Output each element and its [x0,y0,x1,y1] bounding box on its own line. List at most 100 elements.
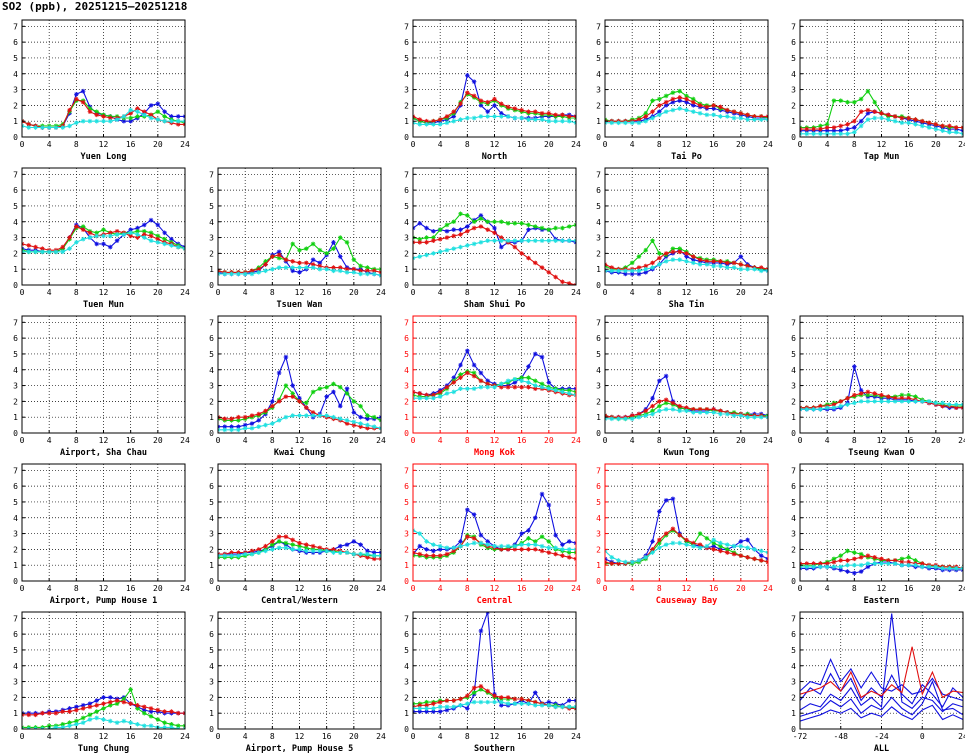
data-point [101,118,106,124]
data-point [885,561,891,566]
data-point [539,702,545,708]
data-point [616,561,621,566]
data-point [290,383,296,388]
data-point [690,109,696,115]
x-tick-label: 20 [544,436,554,445]
data-point [107,718,113,724]
y-tick-label: 1 [13,265,18,274]
data-point [546,118,552,124]
data-point [657,255,662,261]
data-point [417,395,423,401]
data-point [690,260,696,266]
x-tick-label: 16 [709,436,719,445]
y-tick-label: 0 [791,725,796,734]
data-point [704,410,710,415]
data-point [358,421,363,426]
data-point [677,95,683,100]
data-point [162,236,167,242]
x-tick-label: 24 [958,140,965,149]
station-label: Airport, Sha Chau [60,447,147,458]
y-tick-label: 3 [209,530,214,539]
x-tick-label: 24 [180,584,190,593]
data-point [67,723,72,729]
data-point [623,416,628,422]
x-tick-label: 8 [657,140,662,149]
data-point [270,542,275,547]
x-tick-label: 8 [465,732,470,741]
data-point [249,421,255,426]
data-point [623,559,628,565]
data-point [141,723,147,729]
data-point [498,244,504,250]
data-point [485,539,491,544]
data-point [526,698,531,703]
data-point [365,416,370,422]
data-point [303,246,309,251]
x-tick-label: 0 [20,584,25,593]
data-point [135,706,140,711]
y-tick-label: 6 [596,482,601,491]
y-tick-label: 4 [13,514,18,523]
data-point [663,400,669,406]
data-point [677,257,683,263]
y-tick-label: 1 [596,265,601,274]
data-point [623,120,628,126]
data-point [351,422,357,428]
x-tick-label: 16 [709,288,719,297]
x-tick-label: 24 [180,732,190,741]
data-point [858,118,864,124]
data-point [310,241,316,247]
y-tick-label: 4 [209,218,214,227]
y-tick-label: 0 [13,133,18,142]
data-point [505,378,511,384]
data-point [236,550,241,555]
data-point [451,704,457,710]
data-point [512,115,518,121]
data-point [444,235,450,240]
data-point [636,117,642,122]
x-tick-label: 24 [958,584,965,593]
x-tick-label: 16 [517,140,527,149]
data-point [845,131,850,137]
data-point [53,710,59,716]
station-label: Airport, Pump House 1 [50,595,157,606]
data-point [492,230,497,236]
data-point [711,547,716,552]
data-point [566,704,572,710]
data-point [824,131,830,137]
data-point [505,547,511,552]
data-point [365,265,370,270]
data-point [704,262,710,267]
data-point [80,88,86,94]
series-blue [800,704,963,722]
data-point [365,554,370,560]
data-point [933,564,939,570]
data-point [526,222,531,228]
data-point [437,699,443,705]
data-point [498,695,504,700]
data-point [80,720,86,725]
x-tick-label: 24 [376,584,386,593]
data-point [310,257,316,263]
data-point [505,238,511,244]
y-tick-label: 1 [209,709,214,718]
data-point [697,410,703,415]
data-point [690,540,696,546]
data-point [824,405,830,411]
x-tick-label: 4 [825,140,830,149]
data-point [417,221,423,226]
series-line [800,704,963,722]
data-point [636,414,642,420]
y-tick-label: 3 [791,382,796,391]
y-tick-label: 4 [791,366,796,375]
data-point [498,219,504,225]
data-point [650,403,655,409]
y-tick-label: 1 [404,709,409,718]
data-point [465,224,470,229]
data-point [731,115,737,121]
data-point [431,395,436,401]
data-point [155,109,161,115]
data-point [471,690,477,695]
y-tick-label: 6 [404,630,409,639]
data-point [344,240,350,245]
